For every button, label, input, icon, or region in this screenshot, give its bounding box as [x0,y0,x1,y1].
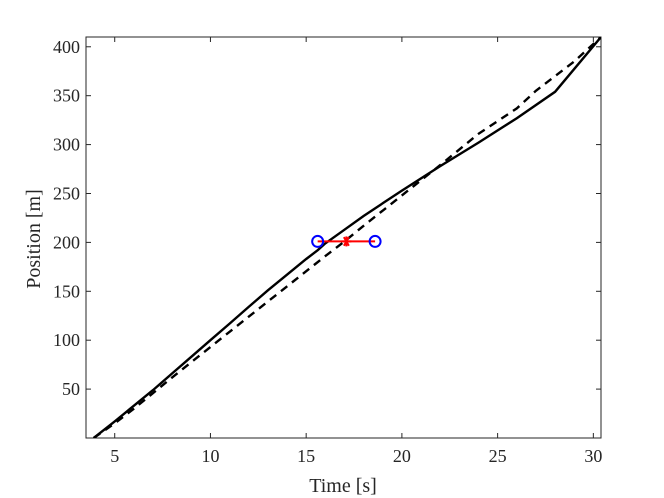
x-tick-label: 30 [584,446,602,466]
y-tick-label: 400 [53,37,80,57]
y-tick-label: 300 [53,135,80,155]
x-axis-ticks: 5 10 15 20 25 30 [110,37,602,466]
y-tick-label: 50 [62,379,80,399]
x-tick-label: 20 [393,446,411,466]
circle-marker [368,234,382,248]
x-tick-label: 25 [489,446,507,466]
y-tick-label: 350 [53,86,80,106]
y-tick-label: 100 [53,330,80,350]
circle-marker [311,234,325,248]
y-axis-label: Position [m] [23,189,45,288]
x-tick-label: 5 [110,446,119,466]
dashed-series-line [93,37,601,438]
asterisk-marker [341,236,352,247]
x-axis-label: Time [s] [309,475,377,497]
axes-frame [85,36,602,439]
x-tick-label: 15 [297,446,315,466]
x-tick-label: 10 [201,446,219,466]
y-axis-ticks: 50 100 150 200 250 300 350 400 [53,37,601,399]
y-tick-label: 250 [53,183,80,203]
plot-area [85,36,602,439]
y-tick-label: 200 [53,232,80,252]
y-tick-label: 150 [53,281,80,301]
solid-series-line [92,37,601,438]
